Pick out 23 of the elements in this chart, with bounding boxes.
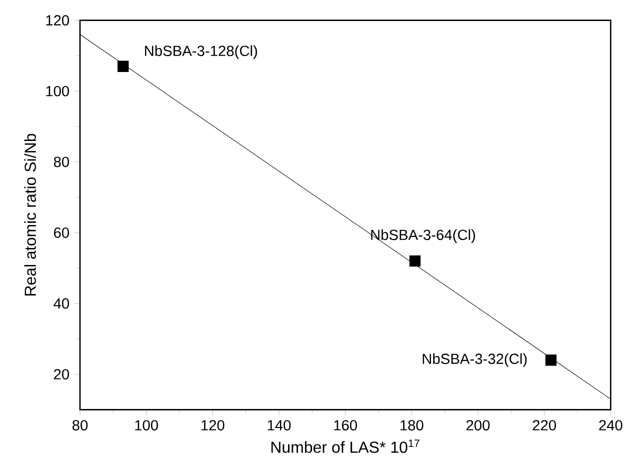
y-tick-label: 80 bbox=[54, 156, 70, 168]
annotation: NbSBA-3-128(Cl) bbox=[145, 45, 258, 59]
point bbox=[409, 255, 421, 267]
x-tick-label: 200 bbox=[466, 420, 490, 430]
x-tick-label: 120 bbox=[202, 420, 224, 430]
x-axis-title: Number of LAS* 10$^{17}$ bbox=[271, 440, 420, 453]
annotation: NbSBA-3-64(Cl) bbox=[371, 229, 476, 243]
x-tick-label: 100 bbox=[135, 420, 158, 430]
y-tick-label: 40 bbox=[54, 298, 70, 309]
point bbox=[118, 60, 129, 72]
y-axis-title: Real atomic ratio Si/Nb bbox=[24, 134, 36, 296]
y-tick-label: 120 bbox=[46, 15, 70, 26]
x-tick-label: 180 bbox=[400, 420, 424, 430]
annotation: NbSBA-3-32(Cl) bbox=[422, 353, 527, 367]
x-tick-label: 240 bbox=[599, 420, 622, 430]
y-tick-label: 60 bbox=[54, 228, 70, 238]
y-tick-label: 100 bbox=[46, 86, 70, 96]
y-tick-label: 20 bbox=[54, 369, 70, 380]
x-tick-label: 140 bbox=[268, 420, 291, 430]
x-tick-label: 220 bbox=[532, 420, 556, 430]
x-tick-label: 160 bbox=[334, 420, 357, 430]
point bbox=[545, 354, 557, 366]
x-tick-label: 80 bbox=[72, 420, 88, 430]
